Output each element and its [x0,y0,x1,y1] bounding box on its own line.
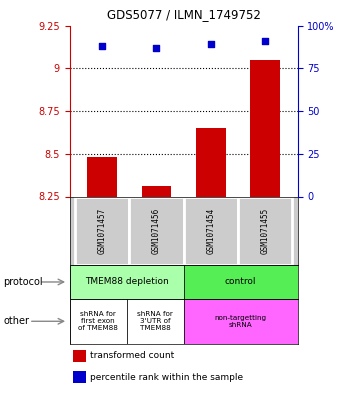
Text: percentile rank within the sample: percentile rank within the sample [90,373,243,382]
Bar [184,196,238,265]
Bar [87,157,117,196]
Text: GDS5077 / ILMN_1749752: GDS5077 / ILMN_1749752 [107,8,260,21]
Point [154,45,159,51]
Text: shRNA for
3'UTR of
TMEM88: shRNA for 3'UTR of TMEM88 [137,311,173,331]
Text: TMEM88 depletion: TMEM88 depletion [85,277,169,286]
Bar [250,60,280,196]
Text: GSM1071457: GSM1071457 [98,208,107,254]
Text: shRNA for
first exon
of TMEM88: shRNA for first exon of TMEM88 [78,311,118,331]
Text: GSM1071455: GSM1071455 [260,208,270,254]
Bar [238,196,292,265]
Bar [184,265,298,299]
Text: non-targetting
shRNA: non-targetting shRNA [215,315,267,328]
Text: GSM1071454: GSM1071454 [206,208,215,254]
Text: GSM1071456: GSM1071456 [152,208,161,254]
Bar [75,196,129,265]
Bar [73,371,86,384]
Text: other: other [3,316,29,326]
Text: protocol: protocol [3,277,43,287]
Point [100,43,105,49]
Text: transformed count: transformed count [90,351,174,360]
Bar [70,299,126,344]
Point [208,41,214,48]
Bar [184,299,298,344]
Bar [70,265,184,299]
Bar [129,196,184,265]
Point [262,38,268,44]
Bar [73,349,86,362]
Bar [196,128,226,196]
Bar [126,299,184,344]
Text: control: control [225,277,256,286]
Bar [141,186,171,196]
